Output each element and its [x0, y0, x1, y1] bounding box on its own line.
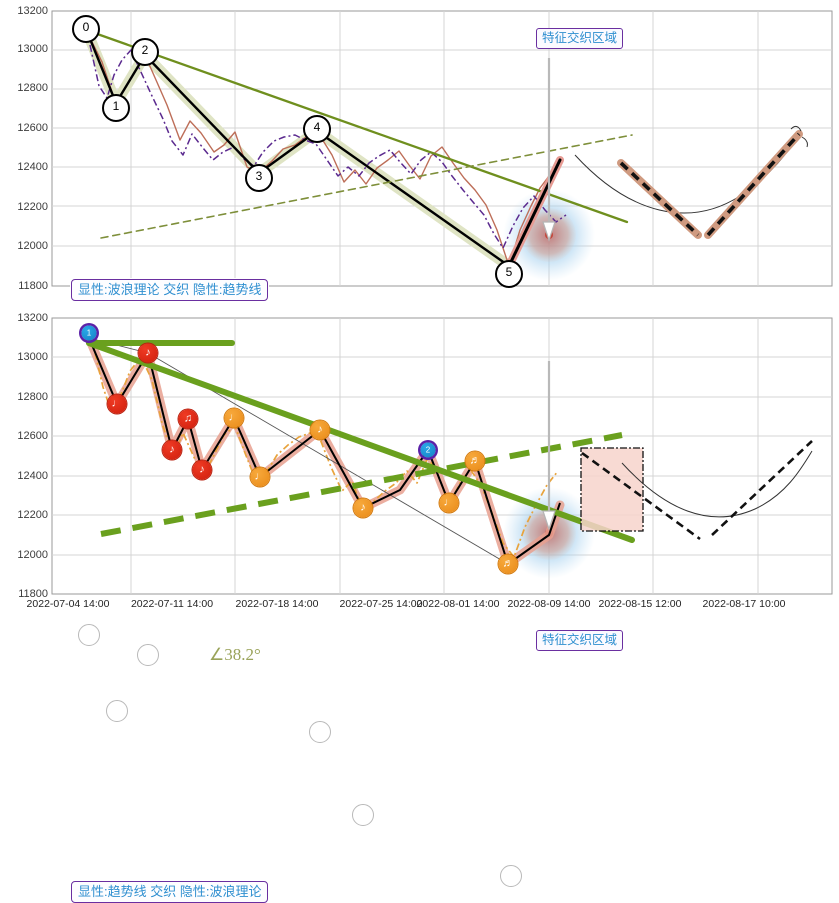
y-axis-bottom: 13200 13000 12800 12600 12400 12200 1200…	[0, 305, 48, 618]
x-tick-3: 2022-07-25 14:00	[339, 598, 423, 610]
ghost-ring	[352, 804, 374, 826]
wave-label-1[interactable]: 1	[102, 94, 130, 122]
y-axis-top: 13200 13000 12800 12600 12400 12200 1200…	[0, 0, 48, 305]
y-tick: 13000	[17, 351, 48, 363]
note-marker-8[interactable]: ♪	[310, 420, 330, 440]
bottom-plot	[51, 317, 833, 595]
wave-label-5[interactable]: 5	[495, 260, 523, 288]
trend-line-lower-top	[100, 134, 633, 239]
x-tick-2: 2022-07-18 14:00	[235, 598, 319, 610]
wave-label-0[interactable]: 0	[72, 15, 100, 43]
note-marker-7[interactable]: ♩	[250, 467, 270, 487]
x-axis: 2022-07-04 14:00 2022-07-11 14:00 2022-07-…	[0, 596, 839, 618]
y-tick: 12800	[17, 82, 48, 94]
x-tick-7: 2022-08-17 10:00	[702, 598, 786, 610]
note-marker-9[interactable]: ♪	[353, 498, 373, 518]
plot-border-bottom	[51, 317, 833, 595]
y-tick: 13200	[17, 312, 48, 324]
note-marker-1[interactable]: ♩	[107, 394, 127, 414]
plot-border-top	[51, 10, 833, 287]
indicator-line-orange-bottom	[94, 352, 559, 558]
annotation-label-bottom[interactable]: 特征交织区域	[536, 630, 624, 651]
impulse-core-top	[507, 158, 562, 268]
trend-line-ascending-bottom	[100, 432, 623, 537]
wave-label-3[interactable]: 3	[245, 164, 273, 192]
y-tick: 12000	[17, 240, 48, 252]
note-marker-2[interactable]: ♪	[138, 343, 158, 363]
pattern-box-bottom[interactable]	[580, 447, 644, 532]
forecast-projection-bottom	[581, 440, 813, 541]
forecast-end-tick-top	[790, 125, 808, 148]
y-tick: 12200	[17, 201, 48, 213]
y-tick: 12400	[17, 470, 48, 482]
trend-line-upper-top	[84, 28, 629, 224]
y-tick: 13200	[17, 5, 48, 17]
y-tick: 12600	[17, 122, 48, 134]
y-tick: 12000	[17, 549, 48, 561]
x-tick-4: 2022-08-01 14:00	[416, 598, 500, 610]
trend-line-descending-bottom	[86, 340, 635, 543]
y-tick: 11800	[18, 588, 48, 600]
note-marker-3[interactable]: ♪	[162, 440, 182, 460]
note-marker-13[interactable]: ♬	[498, 554, 518, 574]
annotation-arrow-bottom	[542, 361, 556, 531]
y-tick: 12200	[17, 509, 48, 521]
y-tick: 13000	[17, 43, 48, 55]
angle-annotation: ∠38.2°	[209, 645, 261, 664]
x-tick-1: 2022-07-11 14:00	[130, 598, 214, 610]
panel-wave-theory: 13200 13000 12800 12600 12400 12200 1200…	[0, 0, 839, 305]
wave-label-2[interactable]: 2	[131, 38, 159, 66]
note-marker-4[interactable]: ♫	[178, 409, 198, 429]
annotation-arrow-top	[542, 58, 556, 242]
ghost-ring	[137, 644, 159, 666]
wave-skeleton-top	[84, 28, 510, 267]
x-tick-5: 2022-08-09 14:00	[507, 598, 591, 610]
note-marker-11[interactable]: ♬	[465, 451, 485, 471]
note-marker-10[interactable]: 2	[420, 442, 436, 458]
note-marker-6[interactable]: ♩	[224, 408, 244, 428]
ghost-ring	[500, 865, 522, 887]
indicator-line-purple-top	[89, 44, 567, 249]
legend-top[interactable]: 显性:波浪理论 交织 隐性:趋势线	[71, 279, 269, 301]
x-tick-6: 2022-08-15 12:00	[598, 598, 682, 610]
y-tick: 12600	[17, 430, 48, 442]
annotation-label-top[interactable]: 特征交织区域	[536, 28, 624, 49]
forecast-curve-bottom	[621, 450, 813, 518]
y-tick: 12800	[17, 391, 48, 403]
note-marker-5[interactable]: ♪	[192, 460, 212, 480]
ghost-ring	[106, 700, 128, 722]
wave-label-4[interactable]: 4	[303, 115, 331, 143]
y-tick: 12400	[17, 161, 48, 173]
grid-horizontal-top	[52, 49, 832, 247]
legend-bottom[interactable]: 显性:趋势线 交织 隐性:波浪理论	[71, 881, 269, 903]
note-marker-0[interactable]: 1	[81, 325, 97, 341]
top-plot	[51, 10, 833, 287]
forecast-projection-top	[617, 130, 803, 239]
note-marker-12[interactable]: ♩	[439, 493, 459, 513]
y-tick: 11800	[18, 280, 48, 292]
x-tick-0: 2022-07-04 14:00	[26, 598, 110, 610]
ghost-ring	[78, 624, 100, 646]
price-line-top	[85, 29, 561, 267]
panel-trend-line: 13200 13000 12800 12600 12400 12200 1200…	[0, 305, 839, 903]
ghost-ring	[309, 721, 331, 743]
